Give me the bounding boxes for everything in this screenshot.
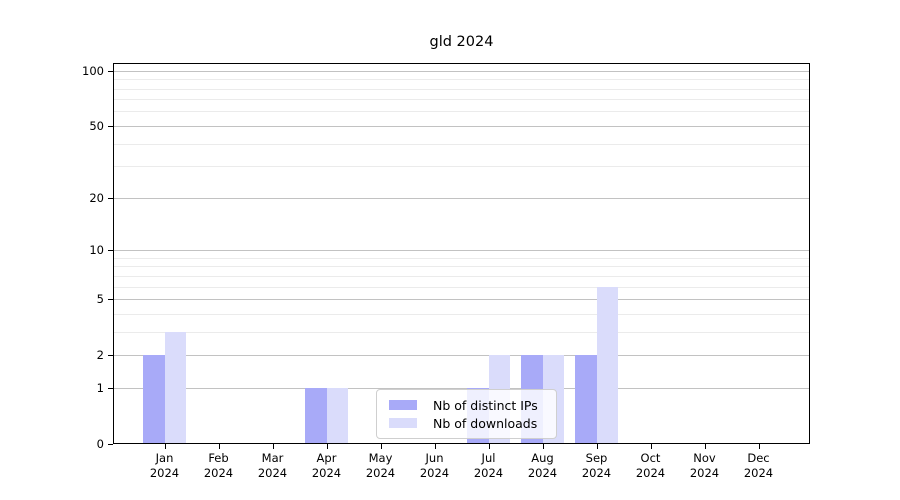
x-tick-label: Jul 2024 [461,451,517,481]
x-tick-label: May 2024 [353,451,409,481]
x-tick-mark [704,444,706,449]
x-tick-month: May [368,451,393,465]
x-tick-month: Dec [747,451,770,465]
legend-swatch-distinct-ips [389,400,417,410]
legend-row-distinct-ips: Nb of distinct IPs [389,396,544,414]
x-tick-label: Jan 2024 [137,451,193,481]
gridline-minor [114,257,809,259]
x-tick-year: 2024 [149,466,180,480]
plot-frame [113,63,810,444]
x-tick-mark [758,444,760,449]
y-tick-mark [108,70,113,72]
legend-swatch-downloads [389,418,417,428]
x-tick-month: Apr [316,451,337,465]
chart-title: gld 2024 [429,34,494,50]
x-tick-label: Sep 2024 [569,451,625,481]
legend-label-distinct-ips: Nb of distinct IPs [433,397,538,413]
gridline-major [114,197,809,199]
bar-downloads [326,387,348,444]
gridline-minor [114,266,809,268]
gridline-major [114,387,809,389]
x-tick-year: 2024 [581,466,612,480]
x-tick-label: Aug 2024 [515,451,571,481]
gridline-minor [114,79,809,81]
x-tick-label: Jun 2024 [407,451,463,481]
x-tick-month: Aug [531,451,554,465]
gridline-major [114,125,809,127]
y-tick-mark [108,387,113,389]
y-tick-label: 5 [96,292,104,306]
x-tick-label: Mar 2024 [245,451,301,481]
x-tick-month: Oct [640,451,661,465]
x-tick-year: 2024 [743,466,774,480]
x-tick-year: 2024 [635,466,666,480]
gridline-major [114,355,809,357]
y-tick-label: 0 [96,437,104,451]
y-tick-label: 2 [96,348,104,363]
legend-row-downloads: Nb of downloads [389,414,544,432]
x-tick-month: Jun [425,451,444,465]
y-tick-mark [108,355,113,357]
x-tick-year: 2024 [689,466,720,480]
x-tick-month: Mar [261,451,284,465]
x-tick-year: 2024 [365,466,396,480]
gridline-minor [114,166,809,168]
gridline-minor [114,143,809,145]
bar-downloads [596,286,618,444]
bar-distinct-ips [305,387,327,444]
bar-distinct-ips [575,355,597,444]
x-tick-month: Feb [208,451,229,465]
y-tick-mark [108,125,113,127]
gridline-minor [114,88,809,90]
y-tick-label: 10 [89,243,104,257]
x-tick-label: Nov 2024 [677,451,733,481]
x-tick-month: Sep [585,451,608,465]
gridline-minor [114,313,809,315]
x-tick-year: 2024 [257,466,288,480]
y-tick-label: 100 [82,63,104,78]
x-tick-mark [164,444,166,449]
x-tick-year: 2024 [419,466,450,480]
x-tick-mark [542,444,544,449]
x-tick-year: 2024 [473,466,504,480]
x-tick-label: Feb 2024 [191,451,247,481]
legend: Nb of distinct IPs Nb of downloads [376,389,557,439]
gridline-minor [114,111,809,113]
x-tick-year: 2024 [527,466,558,480]
y-tick-mark [108,197,113,199]
x-tick-year: 2024 [311,466,342,480]
x-tick-mark [272,444,274,449]
x-tick-mark [326,444,328,449]
gridline-major [114,250,809,251]
x-tick-mark [434,444,436,449]
x-tick-month: Jan [155,451,174,465]
x-tick-mark [596,444,598,449]
gridline-major [114,70,809,72]
x-tick-month: Jul [481,451,496,465]
x-tick-label: Dec 2024 [731,451,787,481]
y-tick-mark [108,299,113,300]
y-tick-label: 20 [89,190,104,205]
gridline-minor [114,286,809,288]
x-tick-label: Oct 2024 [623,451,679,481]
legend-label-downloads: Nb of downloads [433,415,538,431]
x-tick-label: Apr 2024 [299,451,355,481]
x-tick-mark [380,444,382,449]
x-tick-mark [488,444,490,449]
x-tick-month: Nov [693,451,716,465]
x-tick-mark [218,444,220,449]
gridline-minor [114,275,809,277]
gridline-minor [114,99,809,101]
gridline-minor [114,331,809,333]
y-tick-mark [108,444,113,445]
y-tick-label: 50 [89,118,104,133]
x-tick-year: 2024 [203,466,234,480]
bar-distinct-ips [143,355,165,444]
gridline-major [114,299,809,300]
x-tick-mark [650,444,652,449]
y-tick-mark [108,250,113,251]
y-tick-label: 1 [96,380,104,395]
bar-downloads [164,331,186,444]
